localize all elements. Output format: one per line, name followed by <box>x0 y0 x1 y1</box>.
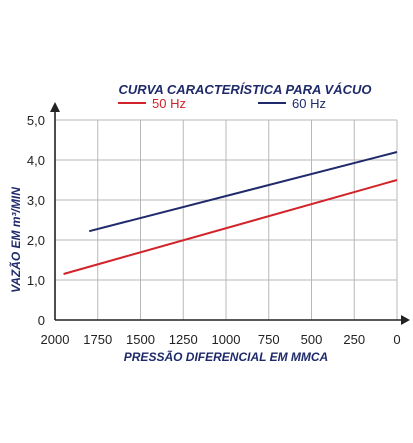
legend-label: 60 Hz <box>292 96 326 111</box>
legend-label: 50 Hz <box>152 96 186 111</box>
y-axis-label: VAZÃO EM m³/MIN <box>8 187 23 293</box>
axes <box>50 102 410 325</box>
y-tick-label: 2,0 <box>27 233 45 248</box>
legend: 50 Hz 60 Hz <box>118 96 326 111</box>
x-tick-label: 250 <box>343 332 365 347</box>
x-tick-label: 750 <box>258 332 280 347</box>
grid <box>54 119 398 321</box>
x-tick-label: 1500 <box>126 332 155 347</box>
y-axis-arrow-icon <box>50 102 60 112</box>
x-tick-label: 1250 <box>169 332 198 347</box>
series-line-60-hz <box>88 151 398 233</box>
x-tick-label: 500 <box>301 332 323 347</box>
x-tick-label: 1000 <box>212 332 241 347</box>
chart-title: CURVA CARACTERÍSTICA PARA VÁCUO <box>118 82 371 97</box>
x-axis-label: PRESSÃO DIFERENCIAL EM MMCA <box>124 349 328 364</box>
y-tick-label: 5,0 <box>27 113 45 128</box>
series <box>63 151 398 275</box>
y-tick-label: 1,0 <box>27 273 45 288</box>
x-tick-label: 0 <box>393 332 400 347</box>
y-axis-ticks: 0 1,0 2,0 3,0 4,0 5,0 <box>27 113 45 328</box>
x-axis-ticks: 2000 1750 1500 1250 1000 750 500 250 0 <box>41 332 401 347</box>
y-tick-label: 4,0 <box>27 153 45 168</box>
y-tick-label: 0 <box>38 313 45 328</box>
x-tick-label: 1750 <box>83 332 112 347</box>
x-axis-arrow-icon <box>401 315 410 325</box>
x-tick-label: 2000 <box>41 332 70 347</box>
y-tick-label: 3,0 <box>27 193 45 208</box>
series-line-50-hz <box>63 179 398 275</box>
